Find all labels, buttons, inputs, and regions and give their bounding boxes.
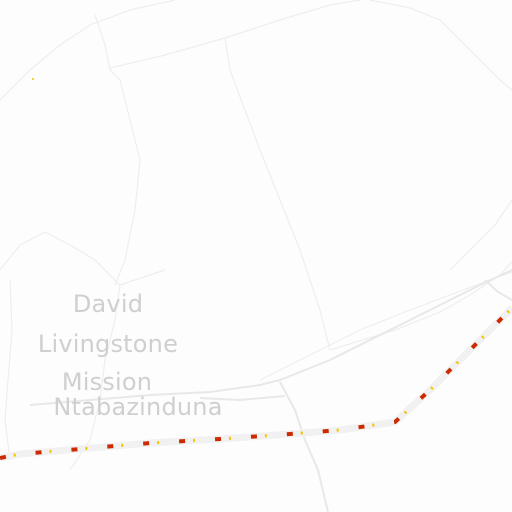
place-label-line-2: Livingstone [37,330,179,358]
boundary-line [4,279,13,461]
boundary-line [449,199,512,271]
boundary-line [109,0,361,69]
boundary-line [224,37,331,351]
place-label-line-1: David [72,290,144,318]
minor-road [279,381,329,512]
boundary-line [369,0,512,91]
place-label-line-3: Mission [61,368,153,396]
boundary-line [0,231,166,286]
minor-roads [29,269,512,512]
minor-road [199,395,286,402]
railway-dashes-red [0,306,512,460]
minor-road [29,269,512,406]
boundary-line [0,0,176,101]
boundary-lines [0,0,512,471]
place-label-line-4: Ntabazinduna [53,393,223,421]
boundary-line [94,14,141,286]
map-speck [32,78,34,80]
minor-road [484,279,512,301]
